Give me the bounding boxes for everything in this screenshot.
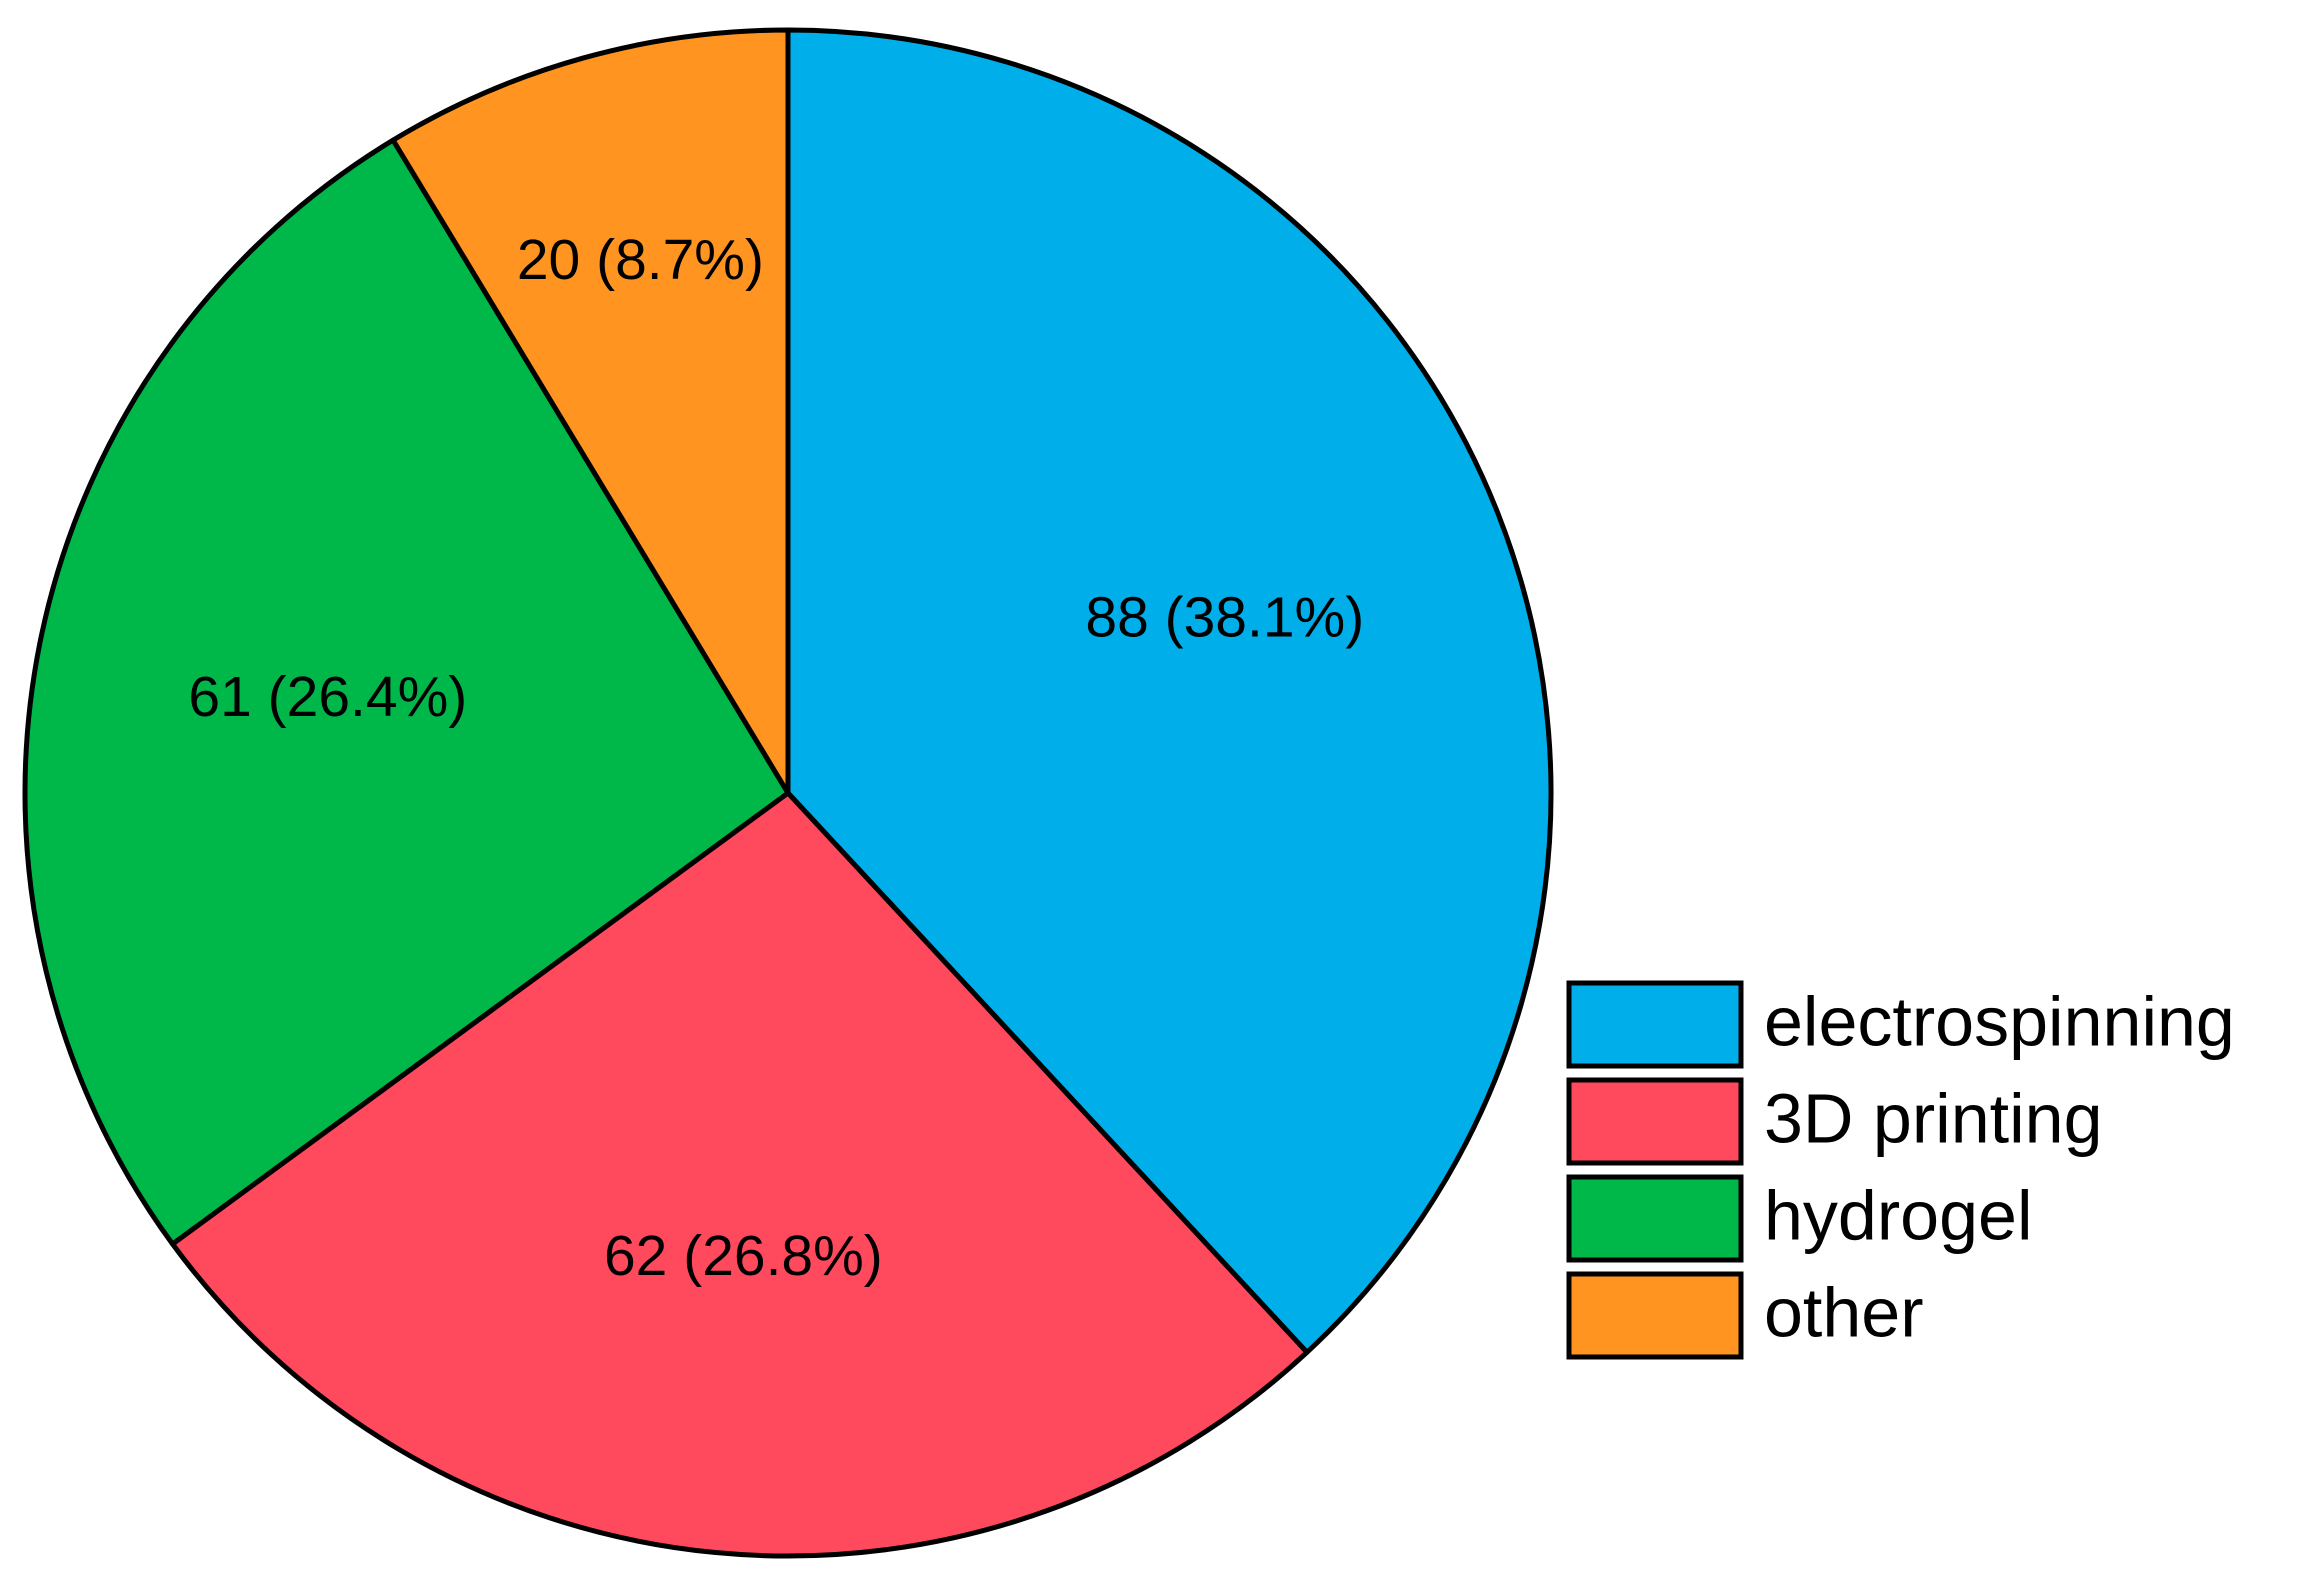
pie-slice — [390, 27, 791, 796]
legend-swatch — [1566, 1077, 1744, 1166]
value-label: 62 (26.8%) — [604, 1224, 883, 1288]
legend-label: 3D printing — [1764, 1079, 2103, 1157]
legend-label: hydrogel — [1764, 1176, 2033, 1254]
value-label: 61 (26.4%) — [188, 665, 467, 729]
legend-swatch — [1566, 1271, 1744, 1360]
value-label: 20 (8.7%) — [517, 228, 764, 292]
pie-slice — [22, 137, 791, 1247]
legend-label: other — [1764, 1273, 1924, 1351]
pie-slice — [785, 27, 1554, 1355]
pie-slice — [170, 790, 1310, 1559]
legend-swatch — [1566, 980, 1744, 1069]
value-label: 88 (38.1%) — [1085, 586, 1364, 650]
legend-swatch — [1566, 1174, 1744, 1263]
legend-label: electrospinning — [1764, 982, 2235, 1060]
